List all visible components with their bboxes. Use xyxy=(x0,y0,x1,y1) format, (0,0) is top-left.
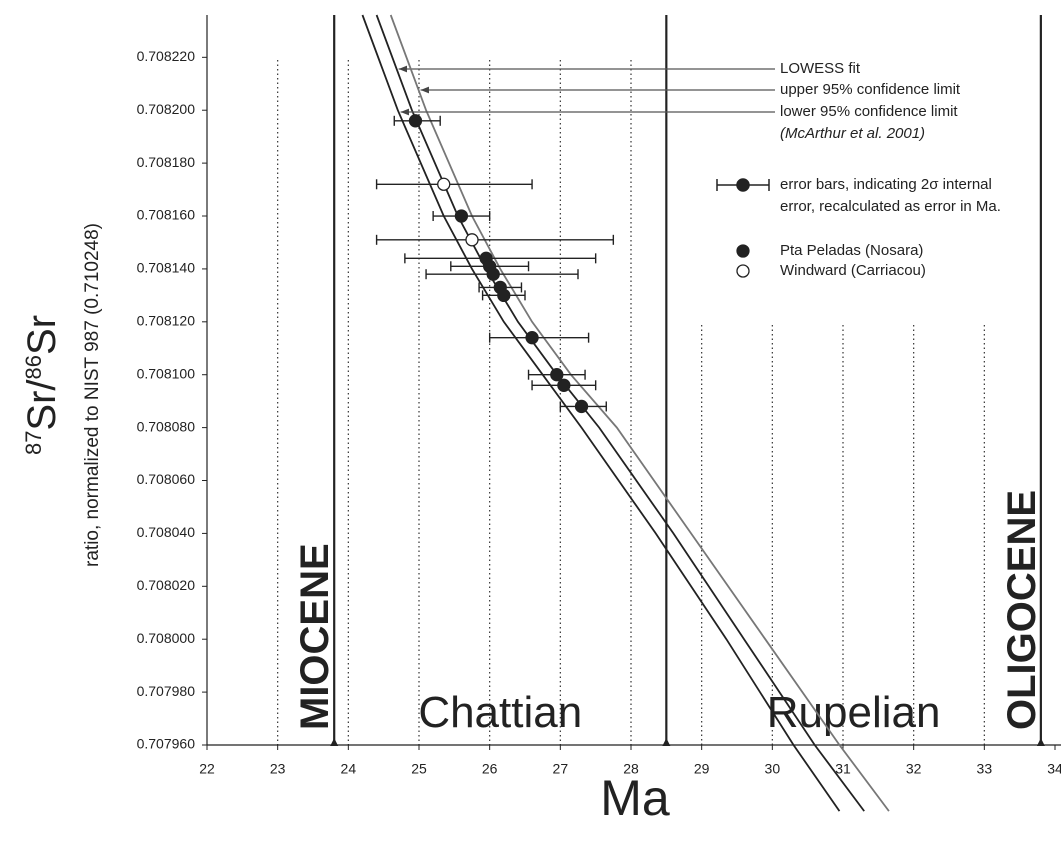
y-tick-label: 0.708080 xyxy=(137,418,196,434)
data-point xyxy=(437,177,451,191)
error-bar xyxy=(375,179,533,190)
y-axis-subtitle: ratio, normalized to NIST 987 (0.710248) xyxy=(82,223,103,567)
x-tick-label: 25 xyxy=(411,761,427,777)
legend-label: Pta Peladas (Nosara) xyxy=(780,242,923,259)
y-tick-label: 0.708200 xyxy=(137,101,196,117)
error-bar xyxy=(404,253,597,264)
data-point xyxy=(550,368,564,382)
y-tick-label: 0.707980 xyxy=(137,683,196,699)
data-point xyxy=(557,378,571,392)
data-point xyxy=(408,114,423,128)
data-point xyxy=(486,267,500,281)
y-axis-title-part: Sr xyxy=(20,315,64,355)
y-tick-label: 0.708160 xyxy=(137,207,196,223)
line-label: LOWESS fit xyxy=(780,60,861,77)
legend-marker xyxy=(736,244,750,258)
x-tick-label: 23 xyxy=(270,761,286,777)
x-tick-label: 30 xyxy=(765,761,781,777)
error-bar xyxy=(425,269,579,280)
y-tick-label: 0.708100 xyxy=(137,365,196,381)
y-tick-label: 0.708220 xyxy=(137,48,196,64)
x-tick-label: 28 xyxy=(623,761,639,777)
stage-label: Chattian xyxy=(418,688,582,737)
data-point xyxy=(525,331,539,345)
y-tick-label: 0.708020 xyxy=(137,577,196,593)
error-bar xyxy=(488,332,590,343)
y-tick-label: 0.708140 xyxy=(137,260,196,276)
y-axis-title: 87Sr/86Sr xyxy=(20,315,64,455)
boundary-marker xyxy=(330,738,339,746)
x-tick-label: 33 xyxy=(977,761,993,777)
y-axis-title-part: 86 xyxy=(21,355,46,379)
y-tick-label: 0.708040 xyxy=(137,524,196,540)
y-tick-label: 0.707960 xyxy=(137,736,196,752)
source-note: (McArthur et al. 2001) xyxy=(780,125,925,142)
line-label: lower 95% confidence limit xyxy=(780,103,958,120)
x-axis-title: Ma xyxy=(600,770,670,826)
legend-label: Windward (Carriacou) xyxy=(780,262,926,279)
legend-errorbar-sample xyxy=(716,178,770,192)
data-point xyxy=(574,399,589,414)
x-tick-label: 27 xyxy=(553,761,569,777)
data-point xyxy=(454,209,469,223)
legend-marker xyxy=(736,264,750,278)
y-axis-title-part: Sr/ xyxy=(20,379,64,431)
data-point xyxy=(465,233,479,247)
x-tick-label: 34 xyxy=(1047,761,1061,777)
data-point xyxy=(497,288,511,303)
boundary-marker xyxy=(662,738,671,746)
stage-label: Rupelian xyxy=(767,688,941,737)
x-tick-label: 29 xyxy=(694,761,710,777)
epoch-label: MIOCENE xyxy=(293,543,337,730)
y-axis-title-part: 87 xyxy=(21,431,46,455)
legend-note: error bars, indicating 2σ internal xyxy=(780,176,992,193)
y-tick-label: 0.708120 xyxy=(137,313,196,329)
x-tick-label: 31 xyxy=(835,761,851,777)
y-tick-label: 0.708180 xyxy=(137,154,196,170)
y-tick-label: 0.708060 xyxy=(137,471,196,487)
y-tick-label: 0.708000 xyxy=(137,630,196,646)
x-tick-label: 26 xyxy=(482,761,498,777)
epoch-label: OLIGOCENE xyxy=(1000,490,1044,730)
boundary-marker xyxy=(1036,738,1045,746)
legend-note: error, recalculated as error in Ma. xyxy=(780,198,1001,215)
x-tick-label: 22 xyxy=(199,761,215,777)
error-bar xyxy=(375,234,615,245)
line-label: upper 95% confidence limit xyxy=(780,81,961,98)
x-tick-label: 32 xyxy=(906,761,922,777)
x-tick-label: 24 xyxy=(341,761,357,777)
